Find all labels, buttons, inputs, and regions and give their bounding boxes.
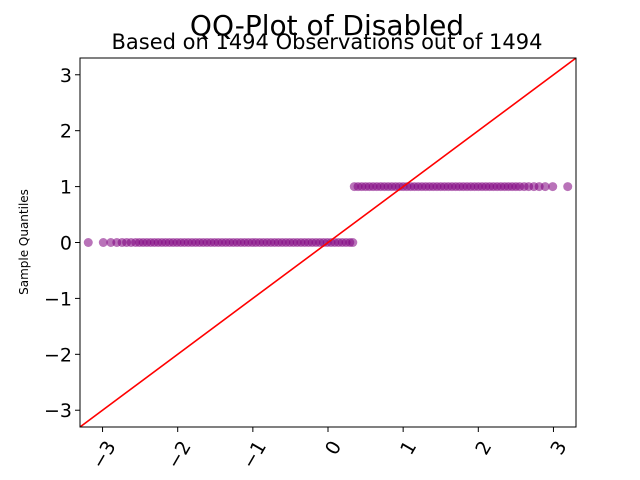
data-point	[83, 238, 93, 247]
y-tick-label: 1	[60, 177, 72, 199]
chart-title: QQ-Plot of Disabled	[190, 9, 464, 42]
x-tick-label: 3	[546, 437, 571, 458]
y-tick-label: 0	[60, 233, 72, 255]
data-point	[563, 182, 573, 192]
x-tick-label: −3	[88, 437, 121, 472]
x-tick-label: −1	[238, 437, 271, 472]
x-tick-label: 1	[396, 437, 421, 458]
x-tick-label: 2	[471, 437, 496, 458]
reference-line	[80, 58, 576, 427]
y-tick-label: −3	[44, 400, 72, 422]
data-point	[348, 238, 358, 247]
x-axis-ticks: −3 −2 −1 0 1 2 3	[88, 427, 572, 473]
x-tick-label: −2	[163, 437, 196, 472]
x-tick-label: 0	[321, 437, 346, 458]
data-point	[548, 182, 558, 192]
data-point	[540, 182, 550, 192]
chart-subtitle: Based on 1494 Observations out of 1494	[111, 30, 542, 54]
y-tick-label: 3	[60, 65, 72, 87]
y-axis-label: Sample Quantiles	[17, 189, 31, 295]
data-point	[98, 238, 108, 247]
data-points	[83, 182, 573, 247]
y-tick-label: 2	[60, 121, 72, 143]
y-tick-label: −1	[44, 288, 72, 310]
y-tick-label: −2	[44, 344, 72, 366]
reference-line-group	[80, 58, 576, 427]
y-axis-ticks: −3 −2 −1 0 1 2 3	[44, 65, 80, 422]
